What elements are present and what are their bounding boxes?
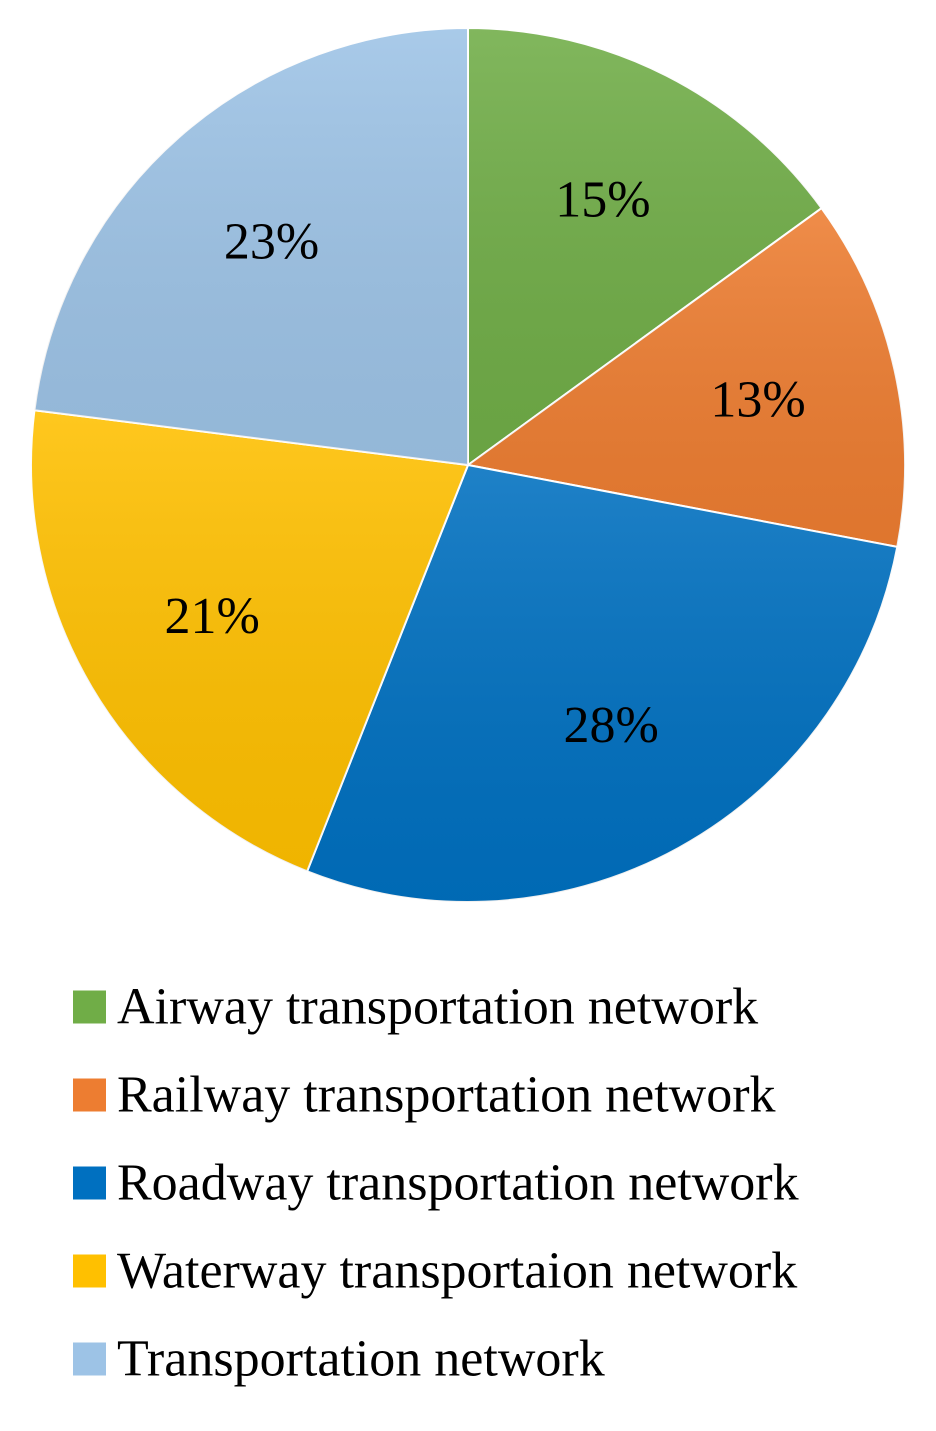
pie-slice-shading-2 xyxy=(468,208,905,547)
pie-data-labels: 15% 13% 28% 21% 23% xyxy=(165,172,806,754)
legend-swatch-5 xyxy=(73,1342,106,1376)
data-label-1: 15% xyxy=(555,172,650,229)
pie-slice-shading-4 xyxy=(31,410,468,872)
legend-label-2: Railway transportation network xyxy=(117,1067,776,1124)
pie-slice-shading-3 xyxy=(307,465,898,902)
legend-swatch-2 xyxy=(73,1078,106,1112)
data-label-4: 21% xyxy=(165,588,260,645)
pie-slice-shading-1 xyxy=(468,28,822,465)
legend-swatch-3 xyxy=(73,1166,106,1200)
legend-label-3: Roadway transportation network xyxy=(117,1155,799,1212)
pie-slices xyxy=(30,26,906,903)
legend-label-5: Transportation network xyxy=(117,1331,605,1388)
data-label-3: 28% xyxy=(563,697,658,754)
data-label-2: 13% xyxy=(710,372,805,429)
legend: Airway transportation network Railway tra… xyxy=(73,979,799,1388)
pie-slice-shading-5 xyxy=(34,28,469,465)
legend-label-1: Airway transportation network xyxy=(117,979,758,1036)
data-label-5: 23% xyxy=(224,214,319,271)
legend-swatch-1 xyxy=(73,990,106,1024)
legend-label-4: Waterway transportaion network xyxy=(117,1243,797,1300)
legend-swatch-4 xyxy=(73,1254,106,1288)
